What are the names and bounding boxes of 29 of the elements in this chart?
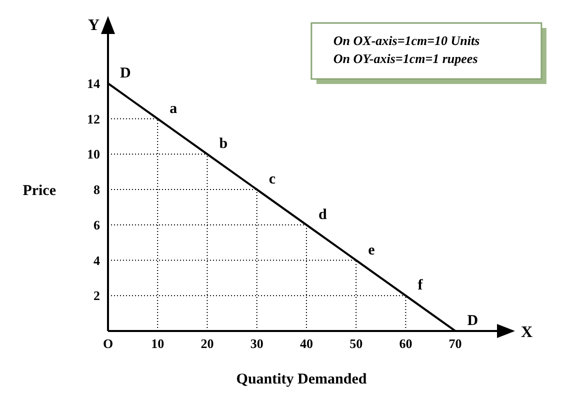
y-tick-label: 10 xyxy=(87,146,100,162)
annotation: On OY-axis=1cm=1 rupees xyxy=(333,51,478,66)
annotation: b xyxy=(219,136,228,152)
annotation: D xyxy=(467,313,478,329)
x-tick-label: 70 xyxy=(448,336,462,352)
x-tick-label: O xyxy=(102,336,114,352)
annotation: On OX-axis=1cm=10 Units xyxy=(333,33,480,48)
annotation: D xyxy=(120,65,131,82)
y-axis-title: Price xyxy=(22,182,56,199)
annotation: c xyxy=(268,172,276,188)
annotation: d xyxy=(318,206,328,223)
text: X xyxy=(521,324,533,341)
x-tick-label: 40 xyxy=(300,336,313,352)
x-tick-label: 20 xyxy=(200,336,214,352)
text: Y xyxy=(88,17,100,34)
x-tick-label: 30 xyxy=(250,336,264,352)
y-tick-label: 12 xyxy=(87,111,100,126)
annotation: e xyxy=(368,242,376,258)
x-tick-label: 10 xyxy=(151,336,164,352)
x-tick-label: 50 xyxy=(350,336,363,352)
y-tick-label: 8 xyxy=(94,182,100,198)
y-tick-label: 14 xyxy=(87,76,100,91)
y-tick-label: 6 xyxy=(94,217,100,232)
annotation: f xyxy=(418,278,424,294)
x-tick-label: 60 xyxy=(399,336,412,352)
y-tick-label: 2 xyxy=(94,288,100,304)
x-axis-title: Quantity Demanded xyxy=(236,372,368,388)
annotation: a xyxy=(170,100,178,117)
y-tick-label: 4 xyxy=(94,252,100,268)
